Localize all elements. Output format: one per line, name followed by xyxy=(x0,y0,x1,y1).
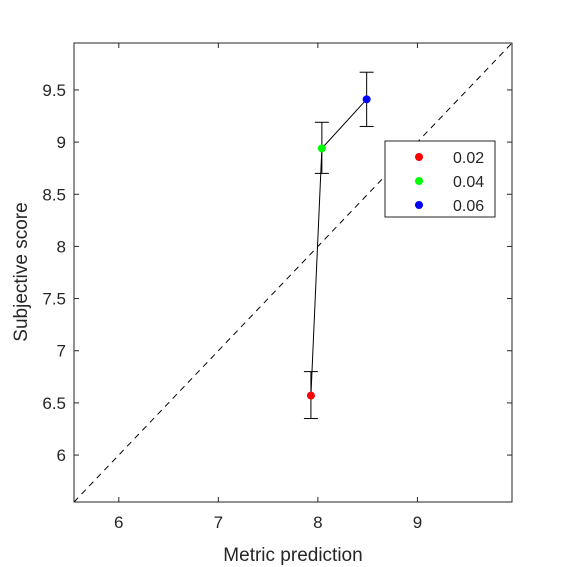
y-tick-label: 7.5 xyxy=(42,290,66,309)
x-axis-ticks: 6 7 8 9 xyxy=(114,43,422,532)
reference-dashed-line xyxy=(73,42,513,503)
x-tick-label: 8 xyxy=(313,513,322,532)
y-tick-label: 9 xyxy=(57,133,66,152)
legend-label-0.02: 0.02 xyxy=(453,150,484,167)
y-axis-ticks: 6 6.5 7 7.5 8 8.5 9 9.5 xyxy=(42,81,512,465)
y-tick-label: 8 xyxy=(57,237,66,256)
y-tick-label: 6.5 xyxy=(42,394,66,413)
y-tick-label: 6 xyxy=(57,446,66,465)
data-points xyxy=(303,71,374,420)
y-tick-label: 8.5 xyxy=(42,185,66,204)
x-tick-label: 9 xyxy=(413,513,422,532)
y-axis-label: Subjective score xyxy=(11,202,32,341)
legend-label-0.06: 0.06 xyxy=(453,198,484,215)
legend-marker-0.02 xyxy=(415,153,423,161)
x-tick-label: 6 xyxy=(114,513,123,532)
x-axis-label: Metric prediction xyxy=(223,545,362,566)
y-tick-label: 7 xyxy=(57,342,66,361)
data-point-0.04 xyxy=(317,144,326,153)
data-point-0.02 xyxy=(306,391,315,400)
y-tick-label: 9.5 xyxy=(42,81,66,100)
legend-marker-0.04 xyxy=(415,177,423,185)
data-point-0.06 xyxy=(362,95,371,104)
legend-label-0.04: 0.04 xyxy=(453,174,484,191)
legend-marker-0.06 xyxy=(415,201,423,209)
legend-box xyxy=(384,140,496,218)
legend: 0.02 0.04 0.06 xyxy=(384,140,496,218)
x-tick-label: 7 xyxy=(214,513,223,532)
